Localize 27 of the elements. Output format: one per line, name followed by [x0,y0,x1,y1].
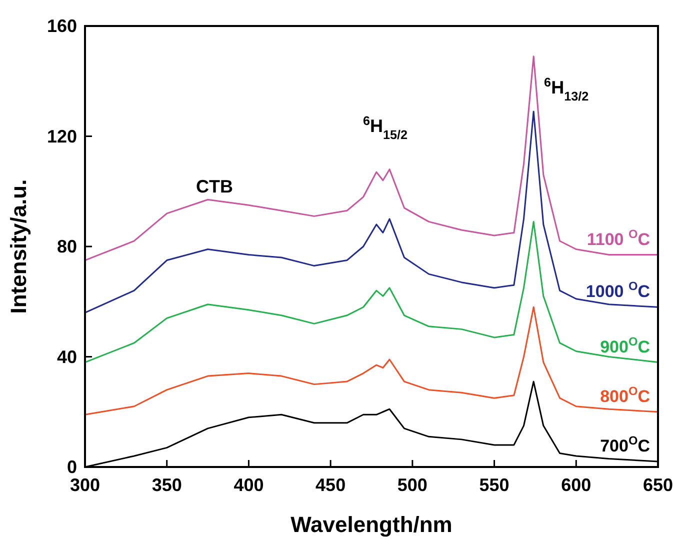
x-tick-label: 550 [479,475,510,495]
series-label: 1000 $^{O}$C [586,279,650,302]
line-series [84,110,659,314]
x-tick-label: 600 [561,475,592,495]
line-series [84,56,659,262]
y-tick-label: 40 [56,346,77,367]
x-tick-label: 650 [642,475,674,495]
series-label: 700$^{O}$C [600,433,650,456]
annotation: CTB [196,176,233,196]
x-tick-label: 300 [70,475,100,495]
line-series [84,306,659,416]
y-tick-label: 120 [46,126,77,146]
x-axis-title: Wavelength/nm [290,512,452,537]
x-tick-label: 500 [397,475,428,495]
annotation: $^{6}$H$_{15/2}$ [362,114,408,142]
y-tick-label: 80 [56,236,77,256]
y-axis-title: Intensity/a.u. [6,179,31,314]
y-tick-label: 160 [46,16,77,36]
series-label: 800$^{O}$C [600,384,650,406]
series-label: 900$^{O}$C [600,334,650,356]
x-tick-label: 450 [316,475,346,495]
y-tick-label: 0 [66,457,77,477]
x-tick-label: 400 [234,475,264,495]
annotation: $^{6}$H$_{13/2}$ [544,76,589,104]
line-series [84,220,659,364]
series-label: 1100 $^{O}$C [586,226,650,249]
x-tick-label: 350 [152,475,182,495]
